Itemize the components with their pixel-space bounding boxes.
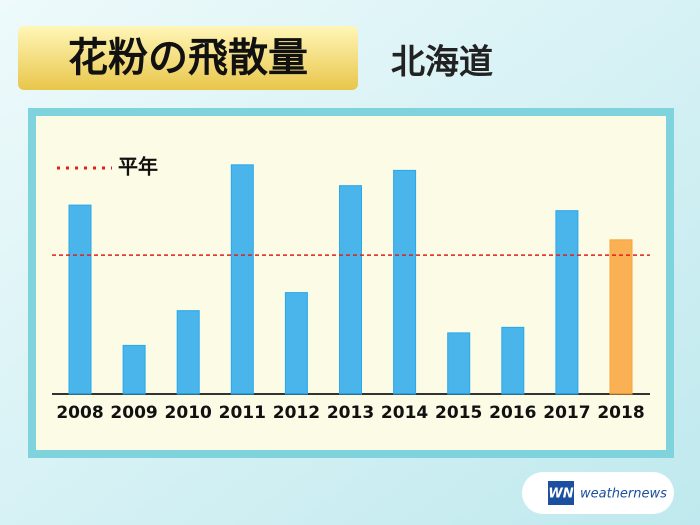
bar: [176, 310, 200, 395]
chart-subtitle: 北海道: [391, 43, 493, 83]
bar: [284, 292, 308, 395]
x-tick-label: 2009: [110, 403, 157, 423]
title-box: [18, 26, 358, 90]
x-tick-label: 2010: [165, 403, 212, 423]
bar: [122, 344, 146, 395]
bar: [339, 185, 362, 395]
x-tick-label: 2013: [327, 403, 374, 423]
bar: [447, 332, 471, 395]
legend-label: 平年: [118, 155, 158, 179]
x-tick-label: 2015: [435, 403, 482, 423]
x-tick-label: 2012: [273, 403, 320, 423]
bar: [68, 204, 92, 395]
bar: [555, 210, 579, 395]
x-tick-label: 2011: [219, 403, 266, 423]
bar: [230, 164, 254, 395]
x-tick-label: 2016: [489, 403, 536, 423]
logo-text: weathernews: [580, 487, 667, 502]
bar: [609, 239, 633, 395]
chart-title: 花粉の飛散量: [68, 35, 308, 81]
logo-mark-box: [548, 481, 574, 505]
bar: [501, 326, 525, 395]
x-tick-label: 2008: [56, 403, 103, 423]
x-tick-label: 2014: [381, 403, 428, 423]
bar: [393, 169, 417, 395]
x-tick-label: 2018: [597, 403, 644, 423]
x-tick-label: 2017: [543, 403, 590, 423]
logo-mark: WN: [548, 487, 573, 502]
